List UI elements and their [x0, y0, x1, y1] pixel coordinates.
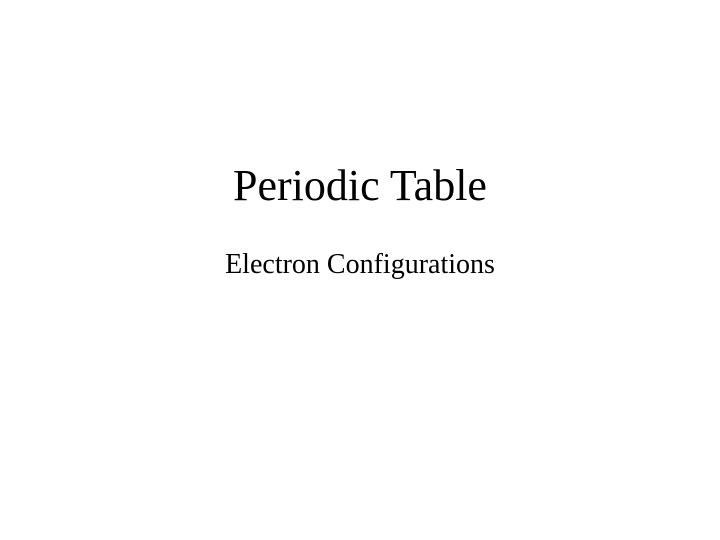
- slide-title: Periodic Table: [233, 160, 487, 211]
- slide-subtitle: Electron Configurations: [225, 249, 495, 281]
